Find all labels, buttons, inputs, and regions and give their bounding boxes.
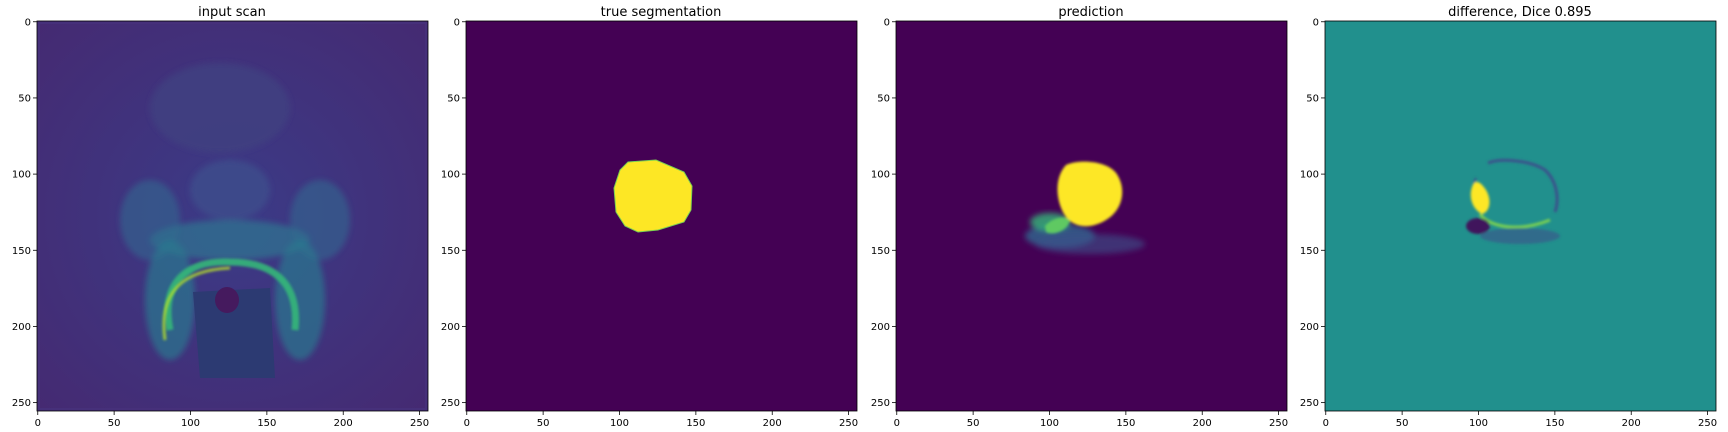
y-tick-label: 150 [1300,246,1319,257]
x-tick-label: 0 [1323,418,1329,429]
y-tick-label: 100 [12,170,31,181]
prediction-image [896,21,1287,411]
x-tick-label: 250 [839,418,858,429]
x-tick-label: 150 [1545,418,1564,429]
x-tick-label: 200 [763,418,782,429]
x-tick-label: 100 [1040,418,1059,429]
axes-difference: 0 50 100 150 200 250 0 50 100 150 200 250 [1300,17,1717,429]
x-tick-label: 0 [35,418,41,429]
panel-true-segmentation: true segmentation 0 50 100 150 200 250 0 50 100 1… [441,5,858,429]
y-tick-label: 0 [454,17,460,28]
x-tick-label: 200 [334,418,353,429]
x-tick-label: 150 [257,418,276,429]
x-tick-label: 200 [1193,418,1212,429]
x-tick-label: 150 [1116,418,1135,429]
x-tick-label: 100 [181,418,200,429]
x-tick-label: 50 [537,418,550,429]
x-tick-label: 50 [1396,418,1409,429]
y-tick-label: 250 [1300,398,1319,409]
y-tick-label: 150 [441,246,460,257]
axes-prediction: 0 50 100 150 200 250 0 50 100 150 200 250 [871,17,1288,429]
y-tick-label: 250 [441,398,460,409]
x-tick-label: 250 [1698,418,1717,429]
y-tick-label: 0 [1313,17,1319,28]
x-tick-label: 200 [1622,418,1641,429]
y-tick-label: 200 [12,322,31,333]
x-tick-label: 100 [1469,418,1488,429]
y-tick-label: 200 [871,322,890,333]
y-tick-label: 0 [25,17,31,28]
x-tick-label: 0 [894,418,900,429]
y-tick-label: 100 [1300,170,1319,181]
x-tick-label: 0 [464,418,470,429]
panel-title-prediction: prediction [1058,5,1123,20]
panel-input-scan: input scan 0 50 100 150 200 250 0 50 100 150 200 25… [12,5,429,429]
mri-image [37,21,428,411]
axes-true-segmentation: 0 50 100 150 200 250 0 50 100 150 200 250 [441,17,858,429]
y-tick-label: 0 [884,17,890,28]
y-tick-label: 250 [12,398,31,409]
y-tick-label: 50 [877,93,890,104]
y-tick-label: 50 [18,93,31,104]
axes-input-scan: 0 50 100 150 200 250 0 50 100 150 200 250 [12,17,429,429]
x-tick-label: 150 [686,418,705,429]
panel-difference: difference, Dice 0.895 0 50 100 150 200 250 0 5… [1300,5,1717,429]
panel-prediction: prediction 0 50 100 150 200 250 0 50 100 150 200 25… [871,5,1288,429]
x-tick-label: 100 [610,418,629,429]
x-tick-label: 250 [410,418,429,429]
y-tick-label: 100 [441,170,460,181]
x-tick-label: 250 [1269,418,1288,429]
y-tick-label: 250 [871,398,890,409]
panel-title-input-scan: input scan [198,5,266,20]
y-tick-label: 150 [12,246,31,257]
x-tick-label: 50 [967,418,980,429]
y-tick-label: 50 [447,93,460,104]
difference-image [1325,21,1716,411]
panel-title-difference: difference, Dice 0.895 [1448,5,1592,20]
truth-mask-image [466,21,857,411]
x-tick-label: 50 [108,418,121,429]
y-tick-label: 200 [441,322,460,333]
y-tick-label: 50 [1306,93,1319,104]
y-tick-label: 150 [871,246,890,257]
y-tick-label: 200 [1300,322,1319,333]
panel-title-true-segmentation: true segmentation [601,5,722,20]
y-tick-label: 100 [871,170,890,181]
